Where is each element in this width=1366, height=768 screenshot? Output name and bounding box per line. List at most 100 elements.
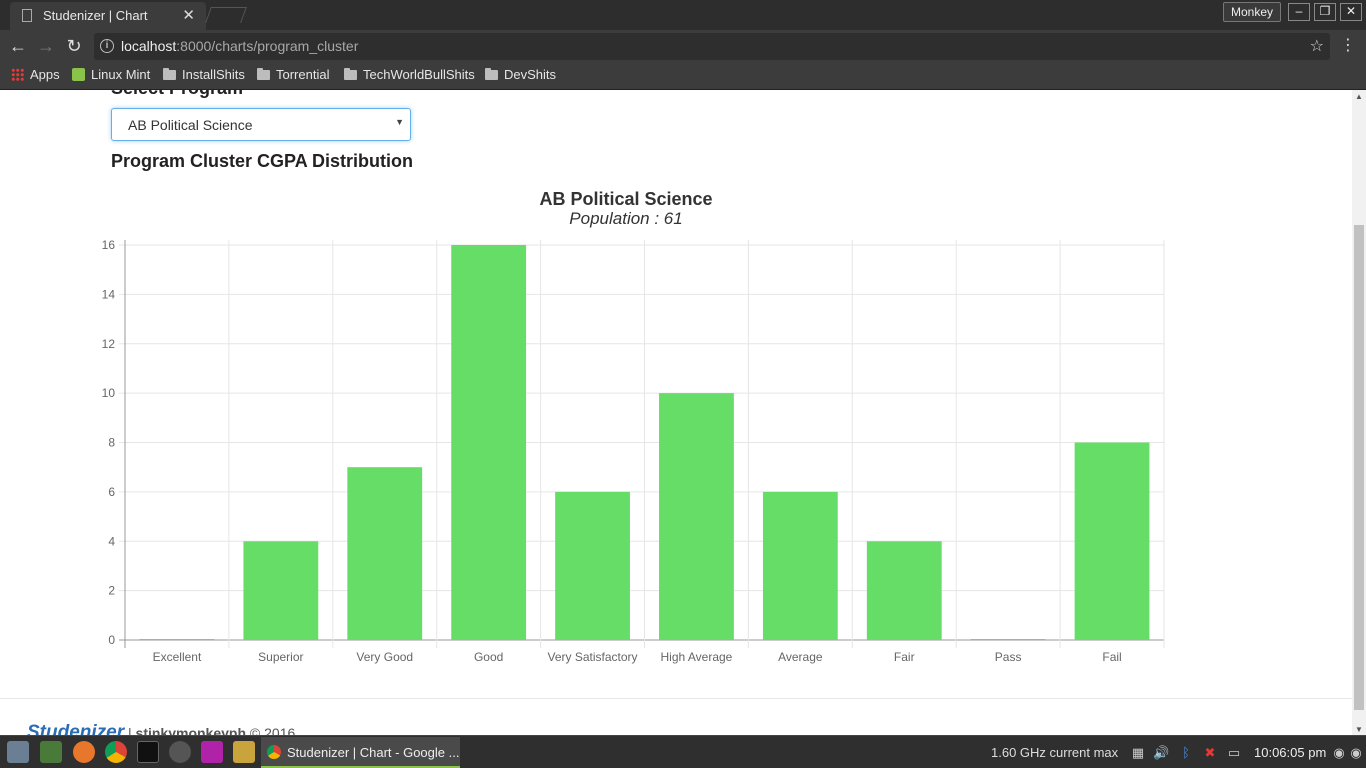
menu-launcher-icon[interactable] [7, 741, 29, 763]
footer-separator: | [128, 725, 136, 735]
reload-icon[interactable]: ↻ [66, 36, 82, 56]
url-host: localhost [121, 38, 177, 54]
bookmark-label: InstallShits [182, 67, 245, 82]
taskbar-window-label: Studenizer | Chart - Google ... [287, 745, 460, 760]
folder-icon [163, 68, 176, 80]
x-tick-label: Excellent [153, 650, 202, 664]
bookmark-devshits[interactable]: DevShits [485, 67, 556, 82]
x-tick-label: Very Satisfactory [548, 650, 638, 664]
chrome-icon[interactable] [105, 741, 127, 763]
x-tick-label: Average [778, 650, 823, 664]
bookmark-linux-mint[interactable]: Linux Mint [72, 67, 150, 82]
bar [866, 541, 942, 640]
y-tick-label: 4 [108, 534, 115, 548]
new-tab-button[interactable] [205, 7, 247, 23]
program-select[interactable]: AB Political Science ▼ [111, 108, 411, 141]
y-tick-label: 0 [108, 633, 115, 647]
tab-studenizer-chart[interactable]: Studenizer | Chart ✕ [10, 2, 206, 30]
linux-mint-icon [72, 68, 85, 81]
y-tick-label: 10 [102, 386, 116, 400]
bar-chart: 0 2 4 6 8 10 12 14 16 Excellent Superior Very Good G… [102, 238, 1165, 664]
bar [1074, 442, 1150, 640]
bookmark-techworldbullshits[interactable]: TechWorldBullShits [344, 67, 475, 82]
kebab-menu-icon[interactable]: ⋮ [1340, 37, 1356, 54]
select-program-label: Select Program [111, 90, 243, 99]
minimize-icon[interactable]: – [1288, 3, 1310, 21]
footer-copyright: © 2016 [249, 725, 296, 735]
url-text[interactable]: localhost:8000/charts/program_cluster [121, 38, 358, 54]
cpu-frequency[interactable]: 1.60 GHz current max [991, 745, 1119, 760]
section-heading: Program Cluster CGPA Distribution [111, 151, 414, 171]
star-icon[interactable]: ☆ [1309, 38, 1324, 55]
bar [243, 541, 319, 640]
chrome-icon [267, 745, 281, 759]
update-shield-icon[interactable]: ✖ [1204, 745, 1216, 760]
y-tick-label: 6 [108, 485, 115, 499]
scroll-down-icon[interactable]: ▼ [1355, 725, 1363, 734]
show-desktop-icon[interactable] [40, 741, 62, 763]
back-icon[interactable]: ← [9, 36, 27, 56]
scroll-up-icon[interactable]: ▲ [1355, 92, 1363, 101]
browser-titlebar: Studenizer | Chart ✕ Monkey – ❐ ✕ [0, 0, 1366, 30]
profile-button[interactable]: Monkey [1223, 2, 1281, 22]
bar [347, 467, 423, 640]
x-tick-label: Very Good [356, 650, 413, 664]
x-tick-label: High Average [661, 650, 733, 664]
bar [970, 639, 1046, 640]
bar [555, 491, 630, 640]
bookmark-installshits[interactable]: InstallShits [163, 67, 245, 82]
bookmark-torrential[interactable]: Torrential [257, 67, 329, 82]
chart-subtitle: Population : 61 [569, 209, 683, 228]
page-icon [22, 9, 32, 22]
x-tick-label: Superior [258, 650, 303, 664]
bookmark-label: Linux Mint [91, 67, 151, 82]
x-tick-label: Fair [894, 650, 915, 664]
vertical-scrollbar[interactable]: ▲ ▼ [1352, 90, 1366, 735]
firefox-icon[interactable] [73, 741, 95, 763]
footer-divider [0, 698, 1352, 699]
address-bar[interactable]: i localhost:8000/charts/program_cluster … [94, 33, 1330, 60]
y-tick-label: 14 [102, 287, 116, 301]
taskbar-window-chrome[interactable]: Studenizer | Chart - Google ... [261, 737, 460, 768]
program-select-value: AB Political Science [128, 117, 253, 133]
phpstorm-icon[interactable] [201, 741, 223, 763]
info-icon[interactable]: i [100, 39, 114, 53]
x-tick-label: Fail [1102, 650, 1121, 664]
battery-icon[interactable]: ▭ [1227, 745, 1241, 760]
apps-grid-icon [11, 68, 24, 81]
user-eyes-icon[interactable]: ◉ [1333, 745, 1345, 760]
forward-icon[interactable]: → [37, 36, 55, 56]
clock[interactable]: 10:06:05 pm [1254, 745, 1327, 760]
bookmark-label: TechWorldBullShits [363, 67, 475, 82]
footer-brand[interactable]: Studenizer [27, 722, 125, 735]
y-tick-label: 8 [108, 436, 115, 450]
restore-icon[interactable]: ❐ [1314, 3, 1336, 21]
taskbar: Studenizer | Chart - Google ... 1.60 GHz… [0, 735, 1366, 768]
x-tick-label: Pass [995, 650, 1022, 664]
close-icon[interactable]: ✕ [182, 7, 195, 24]
bar [659, 393, 734, 640]
window-close-icon[interactable]: ✕ [1340, 3, 1362, 21]
network-icon[interactable]: ▦ [1131, 745, 1145, 760]
scrollbar-thumb[interactable] [1354, 225, 1364, 710]
folder-icon [344, 68, 357, 80]
folder-icon [257, 68, 270, 80]
bluetooth-icon[interactable]: ᛒ [1182, 745, 1190, 760]
volume-icon[interactable]: 🔊 [1153, 745, 1170, 760]
tab-title: Studenizer | Chart [43, 8, 148, 23]
url-path: :8000/charts/program_cluster [176, 38, 359, 54]
file-manager-icon[interactable] [233, 741, 255, 763]
bookmark-label: Apps [30, 67, 60, 82]
terminal-icon[interactable] [137, 741, 159, 763]
y-tick-label: 2 [108, 584, 115, 598]
bar [762, 491, 838, 640]
atom-icon[interactable] [169, 741, 191, 763]
bookmark-apps[interactable]: Apps [11, 67, 60, 82]
chart-title: AB Political Science [539, 189, 713, 209]
folder-icon [485, 68, 498, 80]
bar [451, 245, 527, 640]
bar [139, 639, 215, 640]
page-viewport: Select Program AB Political Science ▼ Pr… [0, 90, 1352, 735]
footer: Studenizer | stinkymonkeyph © 2016 [27, 722, 295, 735]
user-eyes-icon[interactable]: ◉ [1350, 745, 1362, 760]
